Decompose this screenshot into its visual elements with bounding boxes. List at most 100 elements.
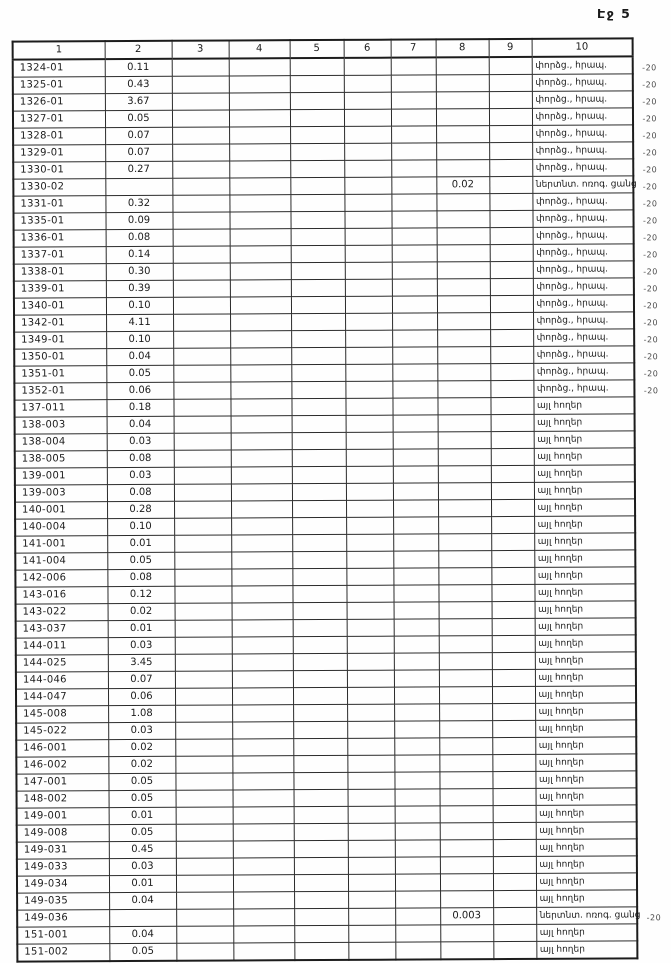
cell-col5	[289, 92, 344, 110]
margin-annotation: -20	[643, 386, 659, 396]
page-number-label: Էջ 5	[597, 6, 632, 21]
cell-col7	[393, 533, 439, 552]
area-value-cell: 0.28	[107, 501, 175, 519]
cell-col6	[346, 636, 394, 654]
cell-col4	[232, 755, 294, 773]
column-header-6: 6	[343, 39, 391, 58]
margin-annotation: -20	[646, 913, 662, 923]
cell-col3	[175, 704, 233, 723]
cell-col7	[393, 669, 439, 688]
parcel-code-cell: 1331-01	[13, 195, 106, 214]
cell-col9	[490, 482, 534, 500]
cell-col3	[174, 568, 232, 587]
margin-annotation: -20	[643, 250, 658, 260]
col8-value-cell	[438, 686, 493, 704]
cell-col4	[230, 415, 292, 433]
cell-col7	[393, 635, 439, 654]
land-use-cell: այլ հողեր	[534, 566, 636, 585]
cell-col9	[491, 516, 535, 534]
column-header-7: 7	[390, 39, 436, 58]
col8-value-cell	[437, 414, 491, 432]
area-value-cell	[109, 909, 177, 927]
cell-col4	[231, 517, 293, 535]
cell-col3	[174, 534, 232, 553]
cell-col7	[391, 295, 438, 314]
land-use-cell: փորձց., հրապ. -20	[531, 73, 657, 92]
cell-col6	[346, 602, 394, 620]
parcel-code-cell: 149-001	[16, 807, 109, 826]
land-use-cell: փորձց., հրապ. -20	[532, 277, 658, 296]
margin-annotation: -20	[643, 318, 659, 328]
area-value-cell: 0.12	[107, 586, 175, 604]
land-use-cell: այլ հողեր	[535, 770, 637, 789]
cell-col6	[343, 75, 391, 93]
cell-col5	[293, 823, 348, 841]
area-value-cell: 0.04	[106, 416, 174, 434]
cell-col9	[493, 924, 537, 942]
col8-value-cell	[435, 91, 489, 109]
cell-col4	[230, 364, 292, 382]
cell-col5	[293, 721, 348, 739]
cell-col4	[230, 398, 292, 416]
cell-col3	[175, 806, 233, 825]
area-value-cell: 0.10	[106, 331, 174, 349]
cell-col5	[291, 449, 346, 467]
cell-col9	[491, 601, 535, 619]
cell-col3	[172, 211, 230, 230]
cell-col5	[292, 585, 347, 603]
area-value-cell: 0.09	[105, 212, 173, 230]
cell-col6	[346, 500, 394, 518]
cell-col9	[490, 448, 534, 466]
cell-col5	[292, 636, 347, 654]
cell-col7	[390, 108, 437, 127]
parcel-code-cell: 140-004	[15, 518, 108, 537]
cell-col9	[491, 618, 535, 636]
cell-col6	[346, 619, 394, 637]
cell-col6	[347, 857, 395, 875]
land-use-cell: այլ հողեր	[535, 736, 637, 755]
cell-col4	[229, 296, 292, 314]
cell-col6	[345, 313, 393, 331]
cell-col3	[175, 823, 233, 842]
cell-col3	[175, 789, 233, 808]
table-body: 1324-01 0.11 փորձց., հրապ. -20 1325-01 0.43 փո…	[12, 56, 661, 962]
cell-col6	[344, 126, 392, 144]
cell-col5	[292, 500, 347, 518]
cell-col3	[173, 483, 232, 502]
cell-col3	[174, 653, 232, 672]
area-value-cell: 0.05	[106, 365, 174, 383]
cell-col7	[391, 125, 437, 144]
parcel-code-cell: 1330-02	[13, 178, 106, 197]
cell-col3	[176, 891, 234, 910]
cell-col6	[347, 840, 395, 858]
cell-col5	[289, 109, 345, 127]
cell-col7	[393, 499, 439, 518]
cell-col5	[290, 228, 345, 246]
cell-col7	[394, 839, 440, 858]
area-value-cell: 0.08	[106, 484, 175, 502]
land-use-cell: այլ հողեր	[534, 532, 636, 551]
col8-value-cell	[438, 584, 492, 602]
col8-value-cell	[437, 465, 491, 483]
land-use-cell: այլ հողեր	[533, 430, 635, 449]
area-value-cell: 0.01	[107, 620, 175, 638]
cell-col5	[289, 75, 344, 93]
land-use-cell: այլ հողեր	[533, 413, 635, 432]
cell-col5	[292, 687, 348, 705]
cell-col9	[489, 278, 533, 296]
col8-value-cell	[438, 601, 492, 619]
col8-value-cell	[437, 363, 491, 381]
cell-col4	[229, 245, 291, 263]
cell-col7	[392, 346, 438, 365]
area-value-cell: 0.01	[107, 535, 175, 553]
parcel-code-cell: 1330-01	[13, 161, 106, 180]
column-header-10: 10	[531, 38, 633, 57]
cell-col4	[232, 874, 295, 892]
cell-col4	[230, 449, 292, 467]
cell-col6	[344, 296, 393, 314]
col8-value-cell	[437, 397, 491, 415]
cell-col3	[176, 925, 234, 944]
col8-value-cell: 0.02	[436, 176, 490, 194]
cell-col3	[174, 602, 232, 621]
cell-col4	[229, 194, 291, 212]
